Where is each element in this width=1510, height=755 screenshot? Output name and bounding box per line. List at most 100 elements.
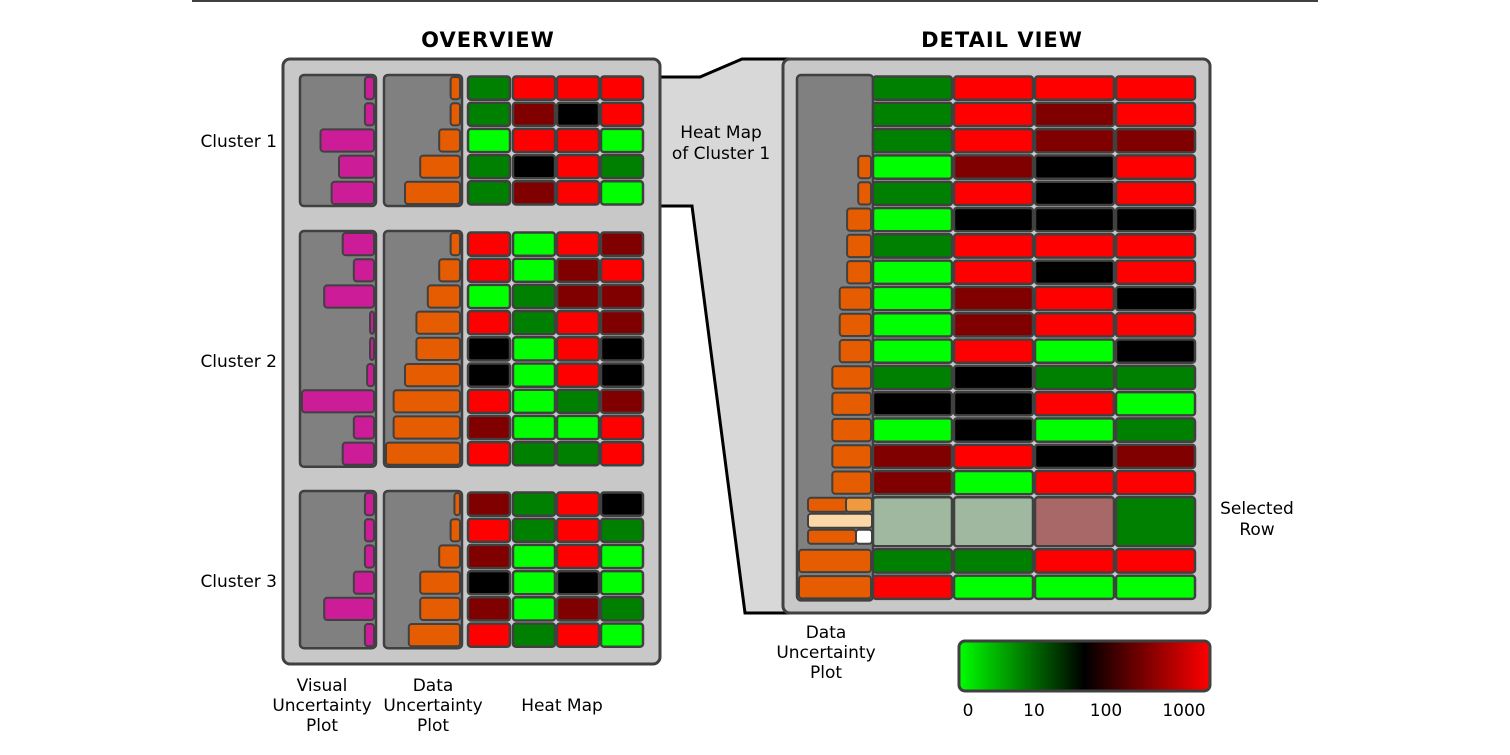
detail-heat-cell [1033,443,1116,470]
overview-title: OVERVIEW [421,28,555,52]
detail-uncertainty-bar [831,391,872,416]
detail-heat-cell [871,443,954,470]
selected-heat-cell [871,496,954,548]
detail-uncertainty-bar [857,181,873,206]
detail-heat-cell [952,311,1035,338]
detail-heat-cell [1114,390,1197,417]
heat-cell [466,491,512,517]
detail-heat-cell [952,469,1035,496]
heat-cell [555,517,601,544]
detail-heat-cell [952,548,1035,574]
heat-cell [466,309,512,336]
detail-heat-cell [952,180,1035,207]
visual-uncertainty-bar [319,128,375,153]
data-uncertainty-label-line3: Plot [417,716,449,736]
visual-uncertainty-bar [352,570,375,595]
heat-cell [511,180,557,206]
detail-uncertainty-bar [846,207,872,232]
data-uncertainty-bar [449,76,462,101]
detail-heat-cell [1114,259,1197,286]
data-uncertainty-bar [438,544,462,569]
heat-cell [511,231,557,257]
visual-uncertainty-bar [330,180,376,206]
heat-cell [599,153,645,180]
data-uncertainty-bar [415,310,461,335]
heat-cell [555,283,601,310]
detail-heat-cell [1033,233,1116,259]
heat-map-cluster-annotation-line1: Heat Map [680,123,762,143]
data-uncertainty-bar [438,258,462,283]
colorbar-tick-100: 100 [1090,701,1122,721]
selected-row-label-line2: Row [1239,520,1274,540]
heat-cell [466,336,512,362]
visual-uncertainty-label-line1: Visual [297,676,348,696]
heat-cell [466,257,512,284]
data-uncertainty-label-line2: Uncertainty [383,696,482,716]
heat-cell [511,622,557,648]
heat-cell [555,440,601,467]
overview-plots [298,73,645,650]
visual-uncertainty-bar [301,389,375,414]
data-uncertainty-bar [392,389,462,414]
selected-uncertainty-bar [807,528,857,545]
visual-uncertainty-label-line2: Uncertainty [272,696,371,716]
detail-heat-cell [952,574,1035,601]
data-uncertainty-bar [392,415,462,440]
detail-heat-cell [1033,127,1116,154]
heat-cell [466,180,512,206]
zoom-connector [645,59,790,613]
heat-cell [511,101,557,128]
detail-heat-cell [871,259,954,286]
detail-uncertainty-bar [831,365,872,390]
visual-uncertainty-bar [369,310,375,335]
colorbar-tick-0: 0 [963,701,974,721]
heat-cell [599,127,645,154]
colorbar [957,639,1212,693]
data-uncertainty-bar [449,232,462,257]
heat-cell [511,309,557,336]
selected-uncertainty-bar [845,496,873,513]
detail-heat-cell [952,101,1035,128]
detail-heat-cell [952,154,1035,180]
heat-cell [466,127,512,154]
detail-heat-cell [871,390,954,417]
heat-cell [511,517,557,544]
data-uncertainty-bar [385,441,461,466]
heat-cell [555,309,601,336]
detail-heat-cell [871,154,954,180]
visual-uncertainty-bar [363,492,375,517]
visual-uncertainty-bar [369,336,375,361]
detail-uncertainty-bar [831,444,872,469]
detail-uncertainty-bar [846,260,872,285]
heat-cell [511,491,557,517]
visual-uncertainty-bar [363,623,375,648]
heat-cell [599,596,645,622]
heat-cell [599,257,645,284]
detail-heat-cell [871,206,954,233]
selected-heat-cell [1114,496,1197,548]
detail-heat-cell [1033,311,1116,338]
detail-heat-cell [952,338,1035,365]
heat-cell [555,231,601,257]
detail-heat-cell [1114,311,1197,338]
visual-uncertainty-bar [338,154,375,179]
detail-heat-cell [1033,338,1116,365]
heat-cell [511,336,557,362]
cluster-1-label: Cluster 1 [200,132,277,152]
data-uncertainty-bar [449,518,462,543]
heat-map-label: Heat Map [521,696,603,716]
detail-uncertainty-bar [838,339,873,364]
heat-cell [466,414,512,441]
detail-heat-cell [952,285,1035,312]
heat-cell [599,491,645,517]
detail-heat-cell [871,417,954,443]
data-uncertainty-bar [404,363,461,388]
detail-heat-cell [952,443,1035,470]
heat-cell [599,309,645,336]
heat-cell [599,517,645,544]
heat-cell [599,569,645,596]
heat-cell [555,257,601,284]
detail-uncertainty-label-line3: Plot [810,663,842,683]
detail-heat-cell [952,259,1035,286]
heat-cell [555,622,601,648]
